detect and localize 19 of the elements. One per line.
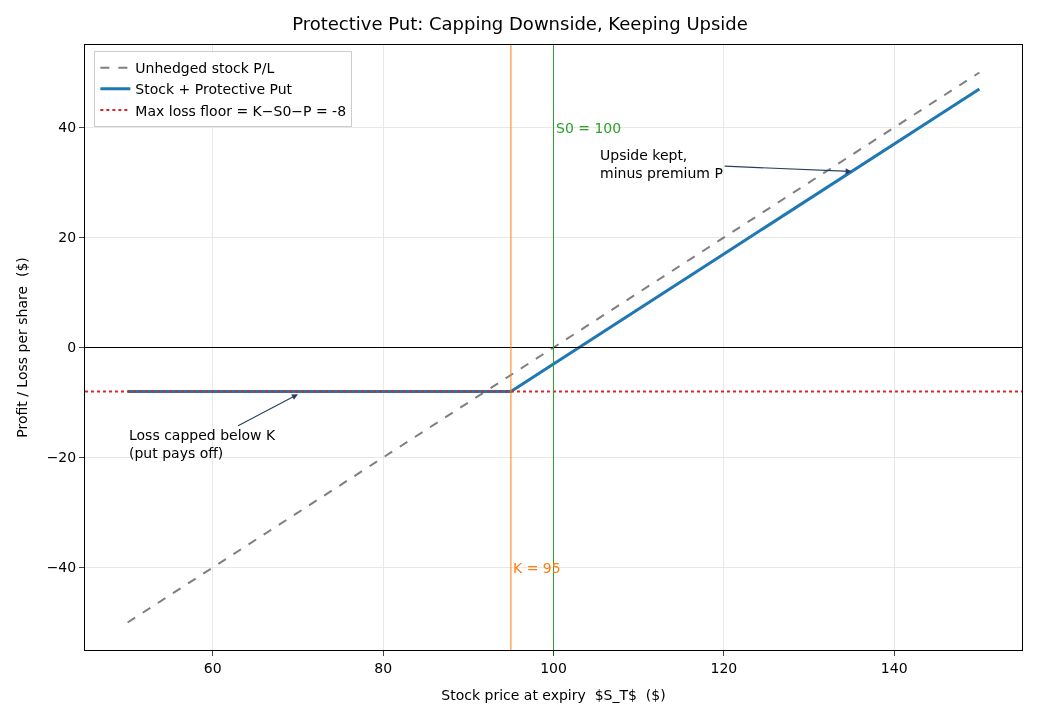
y-axis-title: Profit / Loss per share ($): [14, 257, 31, 438]
x-tick-label: 140: [880, 659, 908, 676]
y-tick-label: 0: [67, 339, 77, 356]
annotation: Loss capped below K (put pays off): [129, 427, 277, 462]
x-axis-title: Stock price at expiry $S_T$ ($): [441, 687, 666, 704]
x-tick-label: 80: [374, 659, 393, 676]
annotation: Upside kept, minus premium P: [600, 147, 723, 182]
x-tick-label: 60: [203, 659, 222, 676]
y-tick-label: 20: [58, 229, 77, 246]
x-tick-label: 100: [540, 659, 567, 676]
chart-title: Protective Put: Capping Downside, Keeping Upside: [292, 13, 748, 35]
y-tick-label: −40: [46, 559, 77, 576]
legend-label: Stock + Protective Put: [135, 81, 293, 98]
annotation: S0 = 100: [556, 120, 622, 136]
legend-label: Unhedged stock P/L: [135, 60, 275, 77]
y-tick-label: −20: [46, 449, 77, 466]
legend-label: Max loss floor = K−S0−P = -8: [135, 102, 347, 119]
x-tick-label: 120: [710, 659, 738, 676]
y-tick-label: 40: [58, 119, 77, 136]
